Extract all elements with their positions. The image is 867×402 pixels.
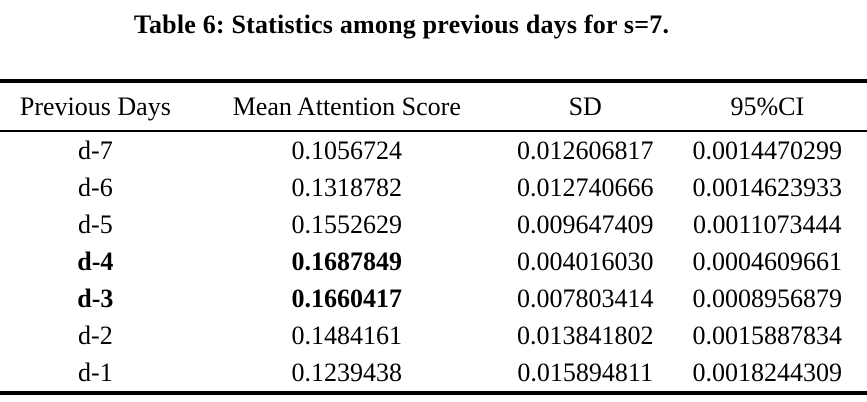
table-caption: Table 6: Statistics among previous days … (133, 10, 670, 39)
table-row: d-7 0.1056724 0.012606817 0.0014470299 (0, 131, 867, 169)
cell-mean: 0.1056724 (291, 135, 403, 165)
cell-ci: 0.0014470299 (692, 135, 843, 165)
cell-sd: 0.015894811 (517, 357, 653, 387)
cell-mean: 0.1239438 (291, 357, 403, 387)
cell-ci: 0.0011073444 (693, 209, 842, 239)
cell-ci: 0.0008956879 (692, 283, 843, 313)
cell-ci: 0.0018244309 (692, 357, 843, 387)
cell-sd: 0.009647409 (516, 209, 654, 239)
cell-mean: 0.1484161 (291, 320, 403, 350)
cell-day: d-3 (77, 283, 114, 313)
col-header-95ci: 95%CI (667, 81, 867, 132)
cell-ci: 0.0014623933 (692, 172, 843, 202)
cell-mean: 0.1552629 (291, 209, 403, 239)
table-row: d-4 0.1687849 0.004016030 0.0004609661 (0, 243, 867, 280)
col-header-previous-days: Previous Days (0, 81, 191, 132)
table-row: d-6 0.1318782 0.012740666 0.0014623933 (0, 169, 867, 206)
table-row: d-2 0.1484161 0.013841802 0.0015887834 (0, 317, 867, 354)
col-header-sd: SD (502, 81, 668, 132)
cell-day: d-1 (78, 357, 113, 387)
cell-sd: 0.004016030 (516, 246, 654, 276)
table-row: d-1 0.1239438 0.015894811 0.0018244309 (0, 354, 867, 393)
cell-mean: 0.1660417 (291, 283, 403, 313)
cell-sd: 0.013841802 (516, 320, 654, 350)
cell-ci: 0.0015887834 (692, 320, 843, 350)
cell-day: d-2 (78, 320, 113, 350)
cell-mean: 0.1318782 (291, 172, 403, 202)
cell-day: d-5 (78, 209, 113, 239)
cell-day: d-6 (78, 172, 113, 202)
table-row: d-5 0.1552629 0.009647409 0.0011073444 (0, 206, 867, 243)
table-row: d-3 0.1660417 0.007803414 0.0008956879 (0, 280, 867, 317)
cell-sd: 0.012740666 (516, 172, 654, 202)
cell-day: d-4 (77, 246, 114, 276)
cell-ci: 0.0004609661 (692, 246, 843, 276)
header-row: Previous Days Mean Attention Score SD 95… (0, 81, 867, 132)
cell-sd: 0.007803414 (516, 283, 654, 313)
cell-mean: 0.1687849 (291, 246, 403, 276)
cell-sd: 0.012606817 (516, 135, 654, 165)
cell-day: d-7 (78, 135, 113, 165)
statistics-table: Previous Days Mean Attention Score SD 95… (0, 79, 867, 395)
col-header-mean-attention-score: Mean Attention Score (190, 81, 503, 132)
